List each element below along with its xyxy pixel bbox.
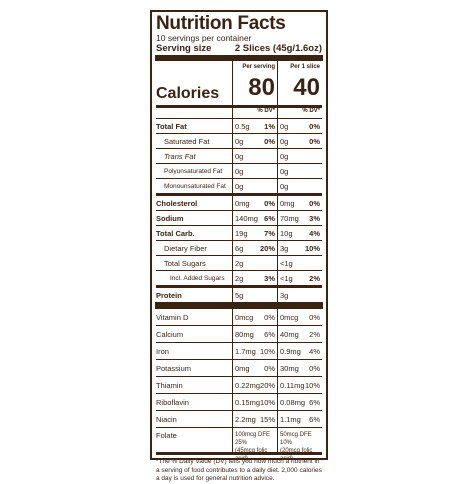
- nutrient-name: Total Sugars: [164, 258, 206, 268]
- nutrient-row: Polyunsaturated Fat 0g 0g: [156, 164, 322, 179]
- vitamin-row: Potassium 0mg 0% 30mg 0%: [156, 360, 322, 377]
- vitamin-name: Potassium: [156, 363, 192, 373]
- nutrient-row: Monounsaturated Fat 0g 0g: [156, 179, 322, 196]
- nutrient-row: Cholesterol 0mg 0% 0mg 0%: [156, 196, 322, 211]
- per-serving-header: Per serving: [242, 64, 275, 70]
- divider-thick: [155, 55, 323, 61]
- nutrient-name: Total Carb.: [156, 228, 195, 238]
- nutrient-row: Sodium 140mg 6% 70mg 3%: [156, 211, 322, 226]
- nutrient-row: Total Sugars 2g <1g: [156, 256, 322, 271]
- calories-per-slice: Per 1 slice 40: [277, 61, 322, 105]
- per-slice-header: Per 1 slice: [290, 64, 320, 70]
- dv-header-slice: % DV*: [277, 108, 322, 118]
- nutrient-row: Saturated Fat 0g 0% 0g 0%: [156, 134, 322, 149]
- nutrient-row: Protein 5g 3g: [156, 288, 322, 302]
- serving-size-label: Serving size: [156, 43, 212, 54]
- vitamin-row: Niacin 2.2mg 15% 1.1mg 6%: [156, 411, 322, 428]
- dv-header-row: % DV* % DV*: [156, 108, 322, 119]
- calories-row: Calories Per serving 80 Per 1 slice 40: [156, 61, 322, 108]
- dv-footnote: *The % Daily Value (DV) tells you how mu…: [156, 458, 322, 482]
- nutrient-name: Incl. Added Sugars: [170, 274, 225, 282]
- nutrient-row: Total Fat 0.5g 1% 0g 0%: [156, 119, 322, 134]
- nutrient-name: Dietary Fiber: [164, 243, 207, 253]
- vitamin-name: Niacin: [156, 414, 177, 424]
- serving-size-value: 2 Slices (45g/1.6oz): [234, 43, 322, 54]
- vitamin-row: Calcium 80mg 6% 40mg 2%: [156, 326, 322, 343]
- nutrient-name: Sodium: [156, 213, 184, 223]
- nutrient-name: Total Fat: [156, 121, 187, 131]
- nutrition-label: Nutrition Facts 10 servings per containe…: [150, 10, 328, 482]
- vitamin-name: Vitamin D: [156, 312, 189, 322]
- nutrient-row: Trans Fat 0g 0g: [156, 149, 322, 164]
- nutrient-name: Polyunsaturated Fat: [164, 167, 223, 175]
- nutrient-name: Monounsaturated Fat: [164, 182, 226, 190]
- folate-slice: 50mcg DFE 10% (20mcg folic acid): [277, 428, 322, 462]
- nutrient-name: Cholesterol: [156, 198, 198, 208]
- nutrient-name: Trans Fat: [164, 151, 196, 161]
- folate-name: Folate: [156, 431, 177, 440]
- dv-header-serving: % DV*: [232, 108, 277, 118]
- vitamin-name: Thiamin: [156, 380, 183, 390]
- vitamin-name: Calcium: [156, 329, 184, 339]
- nutrient-name: Saturated Fat: [164, 136, 210, 146]
- calories-label: Calories: [156, 85, 220, 102]
- vitamin-row: Vitamin D 0mcg 0% 0mcg 0%: [156, 309, 322, 326]
- nutrient-name: Protein: [156, 290, 182, 300]
- nutrient-row: Dietary Fiber 6g 20% 3g 10%: [156, 241, 322, 256]
- label-title: Nutrition Facts: [156, 13, 286, 34]
- vitamin-row: Riboflavin 0.15mg 10% 0.08mg 6%: [156, 394, 322, 411]
- calories-slice-value: 40: [293, 74, 320, 101]
- folate-serving: 100mcg DFE 25% (45mcg folic acid): [232, 428, 277, 462]
- divider-thick: [155, 302, 323, 309]
- vitamin-name: Riboflavin: [156, 397, 189, 407]
- vitamin-name: Iron: [156, 346, 169, 356]
- serving-size-row: Serving size 2 Slices (45g/1.6oz): [156, 43, 322, 54]
- calories-per-serving: Per serving 80: [232, 61, 277, 105]
- nutrient-row: Total Carb. 19g 7% 10g 4%: [156, 226, 322, 241]
- calories-serving-value: 80: [248, 74, 275, 101]
- nutrient-row: Incl. Added Sugars 2g 3% <1g 2%: [156, 271, 322, 288]
- vitamin-row: Thiamin 0.22mg 20% 0.11mg 10%: [156, 377, 322, 394]
- servings-per-container: 10 servings per container: [156, 33, 252, 43]
- vitamin-row: Iron 1.7mg 10% 0.9mg 4%: [156, 343, 322, 360]
- folate-row: Folate 100mcg DFE 25% (45mcg folic acid)…: [156, 428, 322, 462]
